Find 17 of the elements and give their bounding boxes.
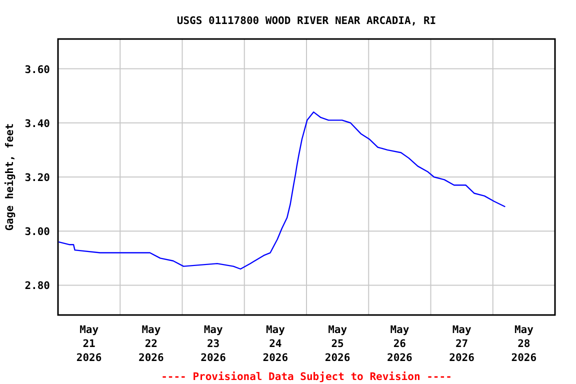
x-tick-label: May 23 2026 [200, 324, 226, 364]
y-tick-label: 3.60 [24, 64, 50, 76]
x-tick-label: May 21 2026 [76, 324, 102, 364]
y-tick-label: 2.80 [24, 280, 50, 292]
x-tick-label: May 27 2026 [449, 324, 474, 364]
chart-title: USGS 01117800 WOOD RIVER NEAR ARCADIA, RI [176, 15, 436, 27]
x-tick-label: May 25 2026 [324, 324, 350, 364]
x-tick-label: May 22 2026 [138, 324, 164, 364]
y-tick-label: 3.00 [24, 226, 50, 238]
y-tick-label: 3.40 [24, 118, 50, 130]
text: ---- Provisional Data Subject to Revision ---- [161, 371, 452, 383]
y-axis-title: Gage height, feet [4, 123, 16, 231]
x-tick-label: May 24 2026 [262, 324, 288, 364]
line-series [58, 111, 506, 270]
x-tick-label: May 28 2026 [511, 324, 537, 364]
y-tick-label: 3.20 [24, 172, 50, 184]
x-tick-label: May 26 2026 [387, 324, 412, 364]
